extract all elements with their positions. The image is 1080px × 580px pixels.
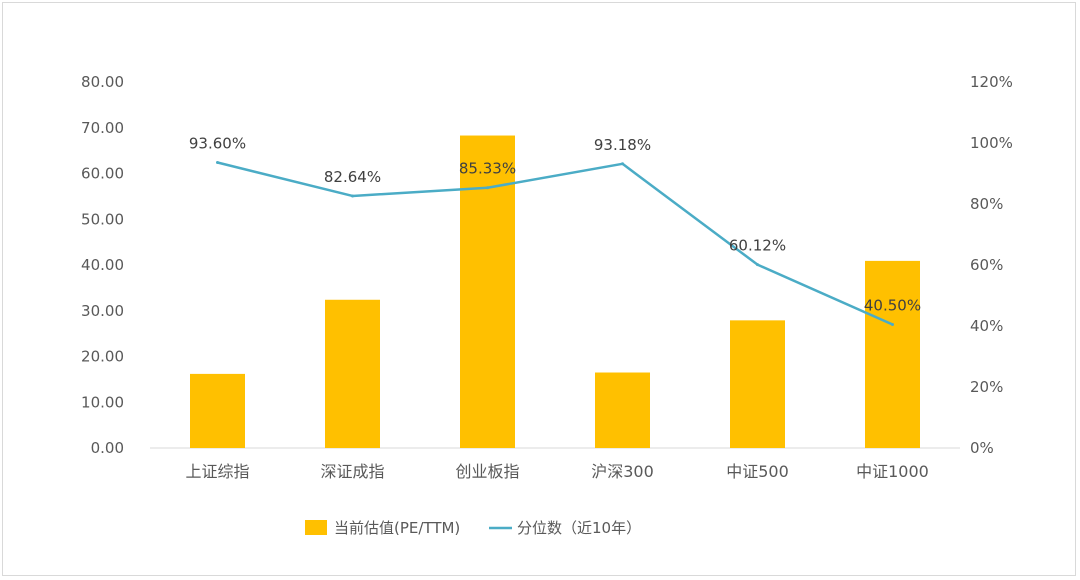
line-point (216, 161, 219, 165)
category-label: 中证1000 (856, 462, 929, 481)
left-tick-label: 60.00 (81, 165, 124, 183)
category-label: 沪深300 (591, 462, 654, 481)
right-tick-label: 80% (970, 195, 1003, 213)
right-tick-label: 20% (970, 378, 1003, 396)
category-label: 中证500 (726, 462, 789, 481)
category-label: 创业板指 (455, 462, 519, 481)
left-tick-label: 20.00 (81, 348, 124, 366)
left-tick-label: 40.00 (81, 256, 124, 274)
left-tick-label: 80.00 (81, 73, 124, 91)
line-data-label: 93.60% (189, 135, 246, 153)
line-point (486, 186, 489, 190)
legend: 当前估值(PE/TTM) 分位数（近10年） (305, 519, 641, 537)
line-point (756, 263, 759, 267)
line-point (891, 322, 894, 326)
bar (460, 135, 515, 448)
right-tick-label: 60% (970, 256, 1003, 274)
line-data-label: 93.18% (594, 136, 651, 154)
x-axis-categories: 上证综指 深证成指 创业板指 沪深300 中证500 中证1000 (185, 462, 928, 481)
line-point (351, 194, 354, 198)
right-tick-label: 0% (970, 439, 994, 457)
line-point (621, 162, 624, 166)
category-label: 深证成指 (320, 462, 384, 481)
right-tick-label: 40% (970, 317, 1003, 335)
bar (595, 372, 650, 448)
bar (865, 260, 920, 448)
left-tick-label: 70.00 (81, 119, 124, 137)
left-axis: 0.00 10.00 20.00 30.00 40.00 50.00 60.00 70.00 8… (81, 73, 124, 457)
bar (325, 299, 380, 448)
right-axis: 0% 20% 40% 60% 80% 100% 120% (970, 73, 1013, 457)
bar (190, 373, 245, 448)
category-label: 上证综指 (185, 462, 249, 481)
left-tick-label: 50.00 (81, 210, 124, 228)
right-tick-label: 100% (970, 134, 1013, 152)
line-series (216, 161, 894, 326)
line-data-label: 60.12% (729, 237, 786, 255)
line-data-label: 85.33% (459, 160, 516, 178)
line-data-label: 40.50% (864, 296, 921, 314)
line-data-label: 82.64% (324, 168, 381, 186)
left-tick-label: 10.00 (81, 393, 124, 411)
legend-label-bar: 当前估值(PE/TTM) (334, 519, 460, 537)
left-tick-label: 30.00 (81, 302, 124, 320)
bar (730, 320, 785, 448)
legend-swatch-bar (305, 520, 327, 535)
line-data-labels: 93.60% 82.64% 85.33% 93.18% 60.12% 40.50% (189, 135, 921, 315)
left-tick-label: 0.00 (91, 439, 124, 457)
right-tick-label: 120% (970, 73, 1013, 91)
legend-label-line: 分位数（近10年） (517, 519, 641, 537)
line-path (217, 161, 894, 326)
